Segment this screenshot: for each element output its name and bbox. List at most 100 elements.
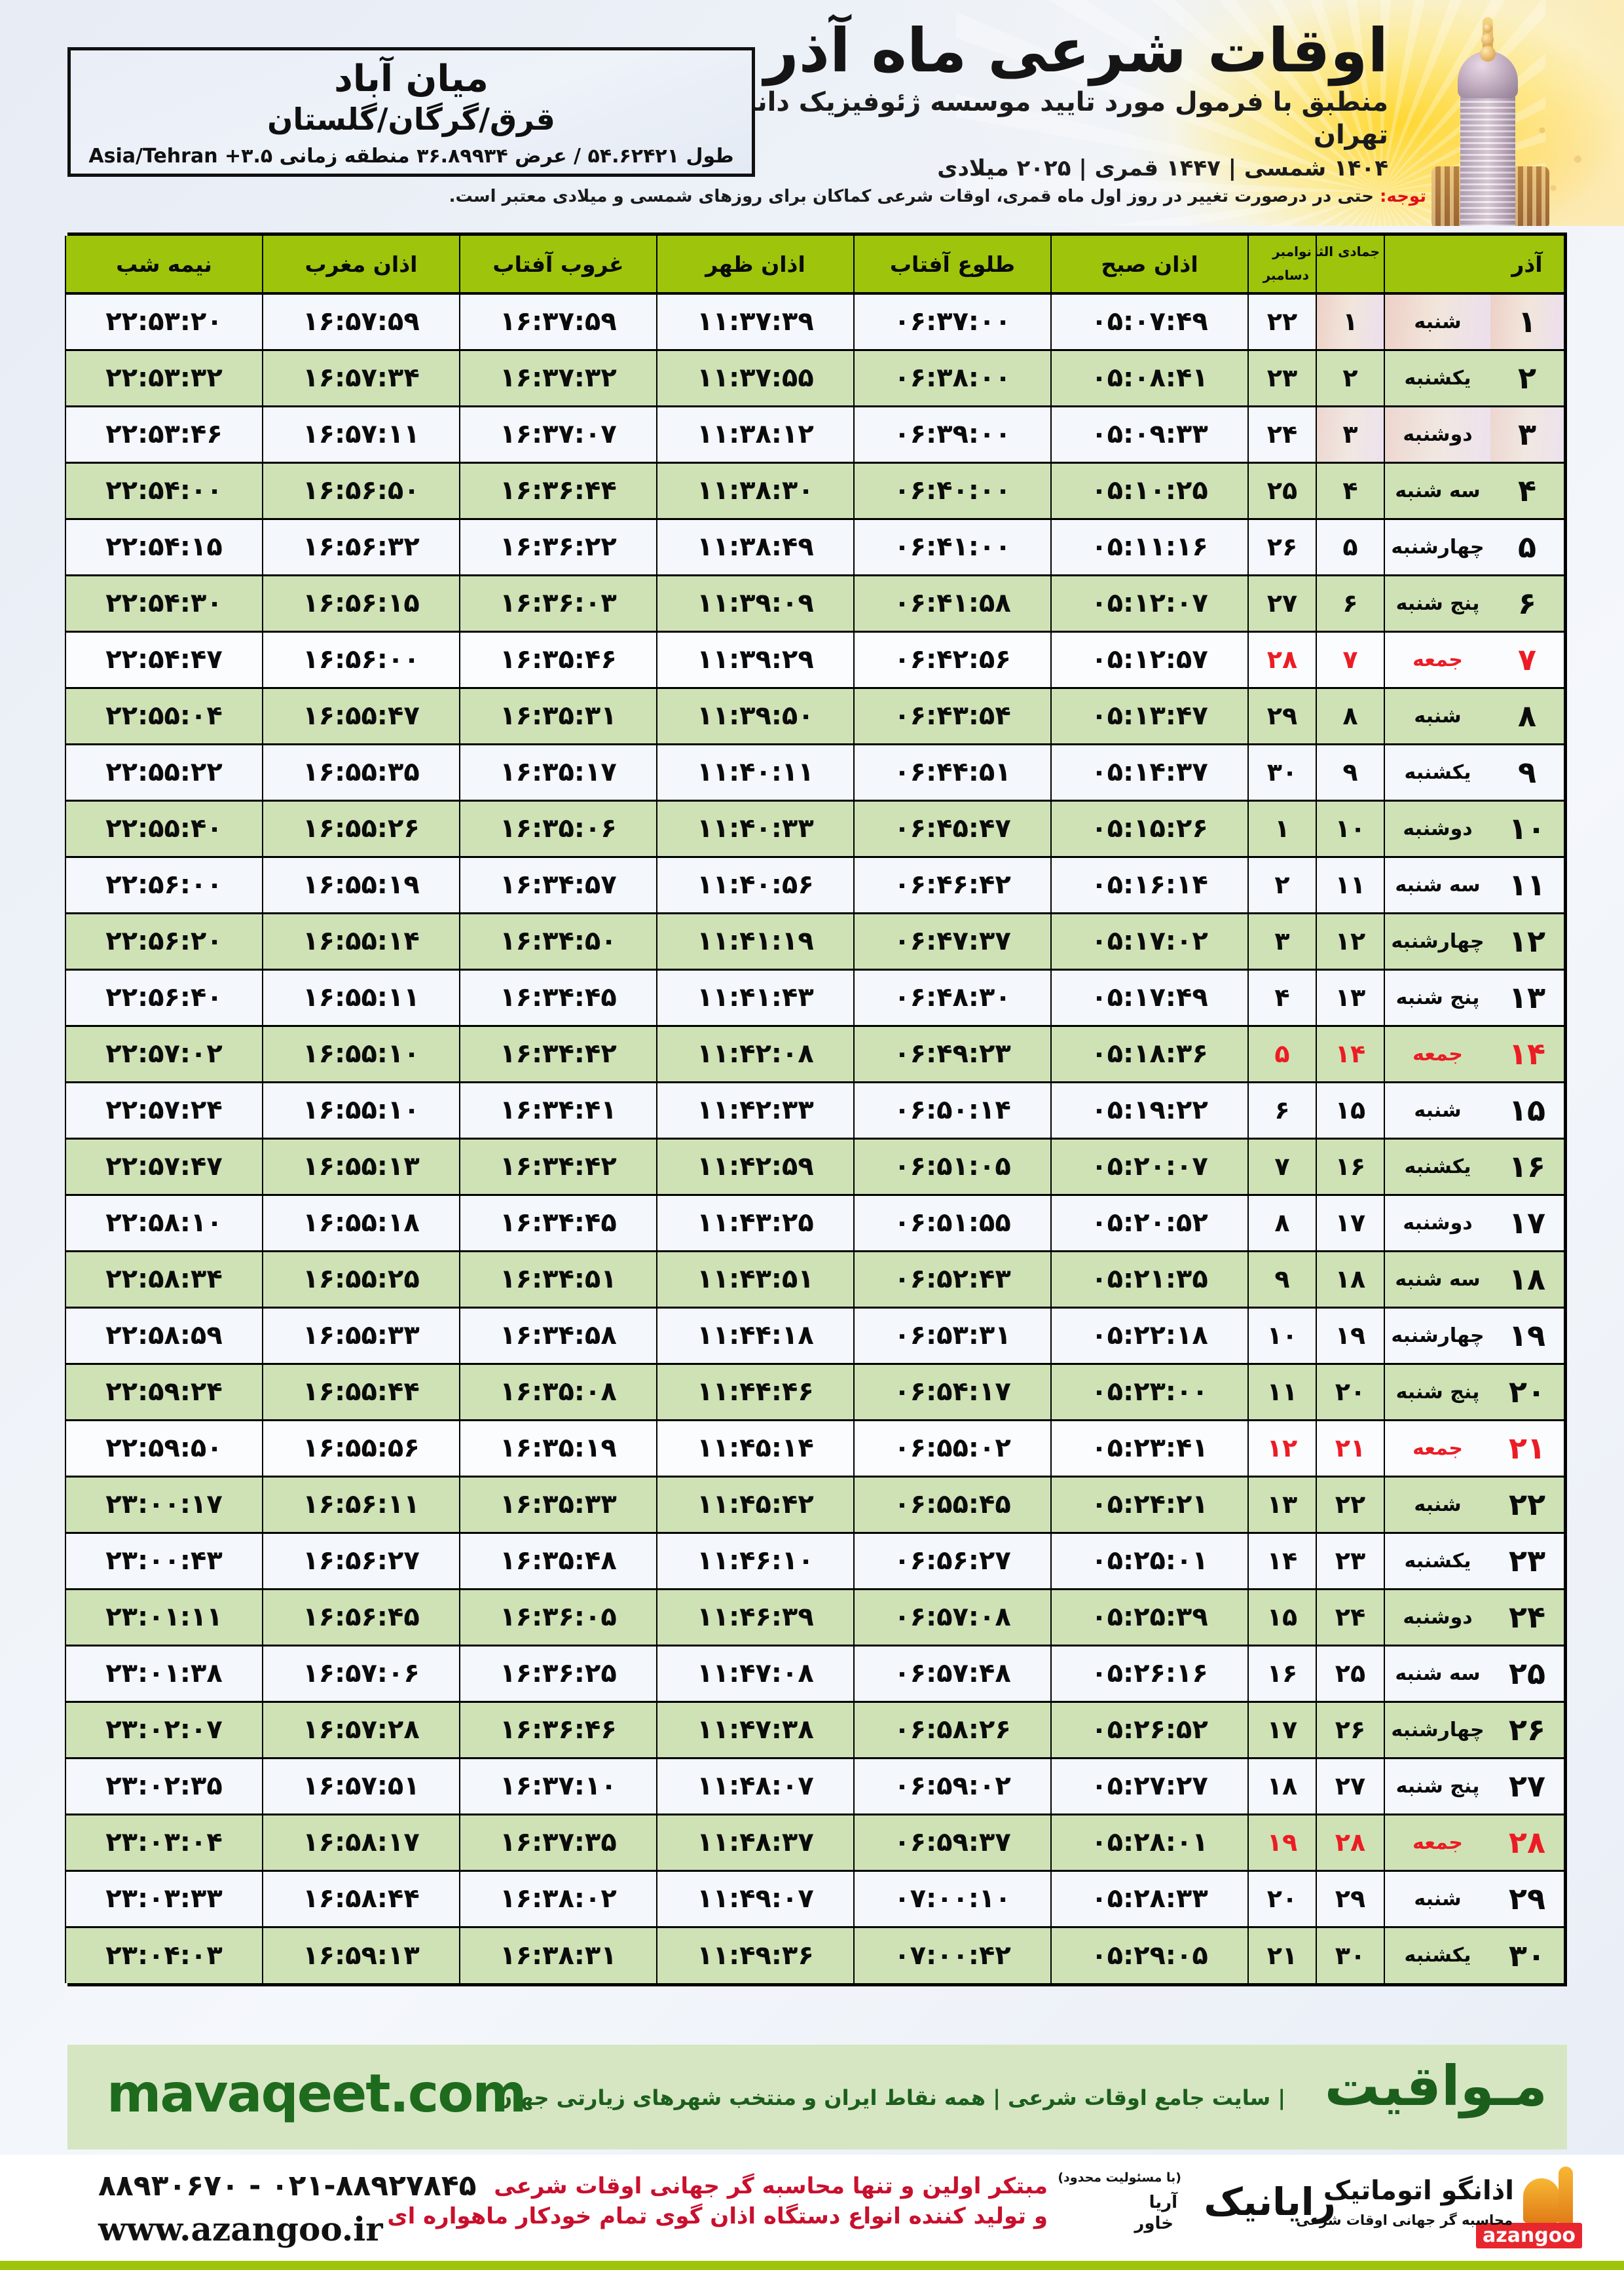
cell-hijri-day: ۱۶: [1316, 1138, 1384, 1196]
cell-dhuhr-time: ۱۱:۴۵:۴۲: [656, 1476, 854, 1534]
cell-midnight-time: ۲۲:۵۹:۲۴: [65, 1364, 263, 1421]
cell-gregorian-day: ۱۹: [1247, 1814, 1316, 1872]
cell-sunset-time: ۱۶:۳۴:۴۵: [459, 969, 657, 1027]
cell-dhuhr-time: ۱۱:۴۶:۱۰: [656, 1533, 854, 1590]
cell-midnight-time: ۲۲:۵۴:۱۵: [65, 519, 263, 576]
cell-fajr-time: ۰۵:۲۲:۱۸: [1050, 1307, 1248, 1365]
cell-fajr-time: ۰۵:۱۱:۱۶: [1050, 519, 1248, 576]
cell-dhuhr-time: ۱۱:۴۴:۴۶: [656, 1364, 854, 1421]
cell-weekday: سه شنبه: [1384, 1645, 1490, 1703]
page-subtitle: منطبق با فرمول مورد تایید موسسه ژئوفیزیک…: [690, 87, 1388, 151]
cell-persian-day: ۳: [1490, 406, 1564, 464]
cell-midnight-time: ۲۲:۵۶:۰۰: [65, 857, 263, 914]
cell-weekday: سه شنبه: [1384, 1251, 1490, 1309]
cell-midnight-time: ۲۲:۵۹:۵۰: [65, 1420, 263, 1478]
cell-sunset-time: ۱۶:۳۵:۰۸: [459, 1364, 657, 1421]
cell-dhuhr-time: ۱۱:۴۰:۳۳: [656, 800, 854, 858]
cell-fajr-time: ۰۵:۱۹:۲۲: [1050, 1082, 1248, 1140]
cell-dhuhr-time: ۱۱:۳۸:۳۰: [656, 462, 854, 520]
table-row: ۳ دوشنبه ۳ ۲۴ ۰۵:۰۹:۳۳ ۰۶:۳۹:۰۰ ۱۱:۳۸:۱۲ ۱۶:۳۷:…: [65, 406, 1564, 464]
col-header-gregorian-nov: نوامبر: [1272, 244, 1312, 259]
cell-dhuhr-time: ۱۱:۴۸:۳۷: [656, 1814, 854, 1872]
cell-maghrib-time: ۱۶:۵۵:۱۱: [262, 969, 460, 1027]
col-header-fajr: اذان صبح: [1050, 236, 1248, 295]
cell-hijri-day: ۴: [1316, 462, 1384, 520]
cell-hijri-day: ۲۵: [1316, 1645, 1384, 1703]
cell-hijri-day: ۲۸: [1316, 1814, 1384, 1872]
table-row: ۱۳ پنج شنبه ۱۳ ۴ ۰۵:۱۷:۴۹ ۰۶:۴۸:۳۰ ۱۱:۴۱:۴۳ ۱۶:…: [65, 969, 1564, 1027]
cell-gregorian-day: ۲۱: [1247, 1927, 1316, 1983]
cell-gregorian-day: ۱۳: [1247, 1476, 1316, 1534]
cell-sunset-time: ۱۶:۳۵:۱۷: [459, 744, 657, 802]
cell-midnight-time: ۲۲:۵۶:۲۰: [65, 913, 263, 971]
cell-gregorian-day: ۹: [1247, 1251, 1316, 1309]
cell-fajr-time: ۰۵:۲۶:۵۲: [1050, 1702, 1248, 1759]
table-row: ۵ چهارشنبه ۵ ۲۶ ۰۵:۱۱:۱۶ ۰۶:۴۱:۰۰ ۱۱:۳۸:۴۹ ۱۶:۳…: [65, 519, 1564, 576]
table-row: ۲۹ شنبه ۲۹ ۲۰ ۰۵:۲۸:۳۳ ۰۷:۰۰:۱۰ ۱۱:۴۹:۰۷ ۱۶:۳۸:…: [65, 1870, 1564, 1928]
cell-fajr-time: ۰۵:۱۲:۰۷: [1050, 575, 1248, 633]
rayanik-word-khavar: خاور: [1134, 2214, 1173, 2233]
footer-bottom: azangoo اذانگو اتوماتیک محاسبه گر جهانی …: [0, 2155, 1624, 2270]
cell-sunrise-time: ۰۶:۵۰:۱۴: [853, 1082, 1051, 1140]
cell-sunrise-time: ۰۶:۴۷:۳۷: [853, 913, 1051, 971]
cell-sunrise-time: ۰۶:۴۲:۵۶: [853, 631, 1051, 689]
cell-dhuhr-time: ۱۱:۴۲:۳۳: [656, 1082, 854, 1140]
cell-hijri-day: ۲۶: [1316, 1702, 1384, 1759]
cell-fajr-time: ۰۵:۲۴:۲۱: [1050, 1476, 1248, 1534]
cell-gregorian-day: ۲۲: [1247, 293, 1316, 351]
cell-hijri-day: ۲: [1316, 350, 1384, 407]
cell-midnight-time: ۲۲:۵۸:۱۰: [65, 1195, 263, 1252]
cell-sunset-time: ۱۶:۳۵:۴۸: [459, 1533, 657, 1590]
cell-maghrib-time: ۱۶:۵۵:۴۴: [262, 1364, 460, 1421]
location-box: میان آباد قرق/گرگان/گلستان طول ۵۴.۶۲۴۲۱ …: [67, 47, 755, 177]
cell-hijri-day: ۲۴: [1316, 1589, 1384, 1647]
table-row: ۲۵ سه شنبه ۲۵ ۱۶ ۰۵:۲۶:۱۶ ۰۶:۵۷:۴۸ ۱۱:۴۷:۰۸ ۱۶:…: [65, 1645, 1564, 1703]
location-name: میان آباد: [334, 58, 489, 100]
cell-persian-day: ۱۵: [1490, 1082, 1564, 1140]
cell-fajr-time: ۰۵:۲۸:۳۳: [1050, 1870, 1248, 1928]
cell-weekday: دوشنبه: [1384, 1589, 1490, 1647]
cell-gregorian-day: ۱۷: [1247, 1702, 1316, 1759]
cell-persian-day: ۲۷: [1490, 1758, 1564, 1815]
year-line: ۱۴۰۴ شمسی | ۱۴۴۷ قمری | ۲۰۲۵ میلادی: [937, 155, 1388, 182]
cell-sunset-time: ۱۶:۳۴:۵۸: [459, 1307, 657, 1365]
cell-sunrise-time: ۰۶:۴۱:۰۰: [853, 519, 1051, 576]
cell-maghrib-time: ۱۶:۵۵:۱۹: [262, 857, 460, 914]
cell-gregorian-day: ۷: [1247, 1138, 1316, 1196]
brand-domain[interactable]: mavaqeet.com: [107, 2063, 527, 2124]
footer-green-strip: [0, 2261, 1624, 2270]
cell-gregorian-day: ۳۰: [1247, 744, 1316, 802]
cell-fajr-time: ۰۵:۲۵:۰۱: [1050, 1533, 1248, 1590]
cell-sunset-time: ۱۶:۳۴:۴۲: [459, 1138, 657, 1196]
table-head: آذر جمادی الثانی نوامبر دسامبر اذان صبح …: [65, 236, 1564, 295]
footer-phone: ۰۲۱-۸۸۹۲۷۸۴۵ - ۸۸۹۳۰۶۷۰: [98, 2169, 477, 2203]
cell-weekday: پنج شنبه: [1384, 969, 1490, 1027]
cell-midnight-time: ۲۲:۵۷:۰۲: [65, 1026, 263, 1083]
cell-sunset-time: ۱۶:۳۴:۵۱: [459, 1251, 657, 1309]
cell-sunset-time: ۱۶:۳۴:۴۱: [459, 1082, 657, 1140]
cell-weekday: دوشنبه: [1384, 406, 1490, 464]
cell-dhuhr-time: ۱۱:۳۷:۳۹: [656, 293, 854, 351]
col-header-sunrise: طلوع آفتاب: [853, 236, 1051, 295]
table-row: ۶ پنج شنبه ۶ ۲۷ ۰۵:۱۲:۰۷ ۰۶:۴۱:۵۸ ۱۱:۳۹:۰۹ ۱۶:۳…: [65, 575, 1564, 633]
cell-maghrib-time: ۱۶:۵۸:۱۷: [262, 1814, 460, 1872]
cell-sunrise-time: ۰۶:۵۹:۳۷: [853, 1814, 1051, 1872]
cell-maghrib-time: ۱۶:۵۵:۳۳: [262, 1307, 460, 1365]
cell-sunset-time: ۱۶:۳۸:۳۱: [459, 1927, 657, 1983]
footer-website[interactable]: www.azangoo.ir: [98, 2210, 383, 2248]
cell-persian-day: ۸: [1490, 688, 1564, 745]
cell-gregorian-day: ۱۸: [1247, 1758, 1316, 1815]
cell-sunset-time: ۱۶:۳۷:۳۵: [459, 1814, 657, 1872]
cell-gregorian-day: ۱۴: [1247, 1533, 1316, 1590]
cell-gregorian-day: ۲۹: [1247, 688, 1316, 745]
cell-dhuhr-time: ۱۱:۴۴:۱۸: [656, 1307, 854, 1365]
cell-sunrise-time: ۰۶:۳۷:۰۰: [853, 293, 1051, 351]
table-row: ۱۶ یکشنبه ۱۶ ۷ ۰۵:۲۰:۰۷ ۰۶:۵۱:۰۵ ۱۱:۴۲:۵۹ ۱۶:۳۴…: [65, 1138, 1564, 1196]
table-row: ۲۶ چهارشنبه ۲۶ ۱۷ ۰۵:۲۶:۵۲ ۰۶:۵۸:۲۶ ۱۱:۴۷:۳۸ ۱۶…: [65, 1702, 1564, 1759]
cell-fajr-time: ۰۵:۲۷:۲۷: [1050, 1758, 1248, 1815]
cell-hijri-day: ۲۳: [1316, 1533, 1384, 1590]
cell-gregorian-day: ۲۶: [1247, 519, 1316, 576]
cell-weekday: یکشنبه: [1384, 1533, 1490, 1590]
table-row: ۱۷ دوشنبه ۱۷ ۸ ۰۵:۲۰:۵۲ ۰۶:۵۱:۵۵ ۱۱:۴۳:۲۵ ۱۶:۳۴…: [65, 1195, 1564, 1252]
cell-fajr-time: ۰۵:۰۹:۳۳: [1050, 406, 1248, 464]
